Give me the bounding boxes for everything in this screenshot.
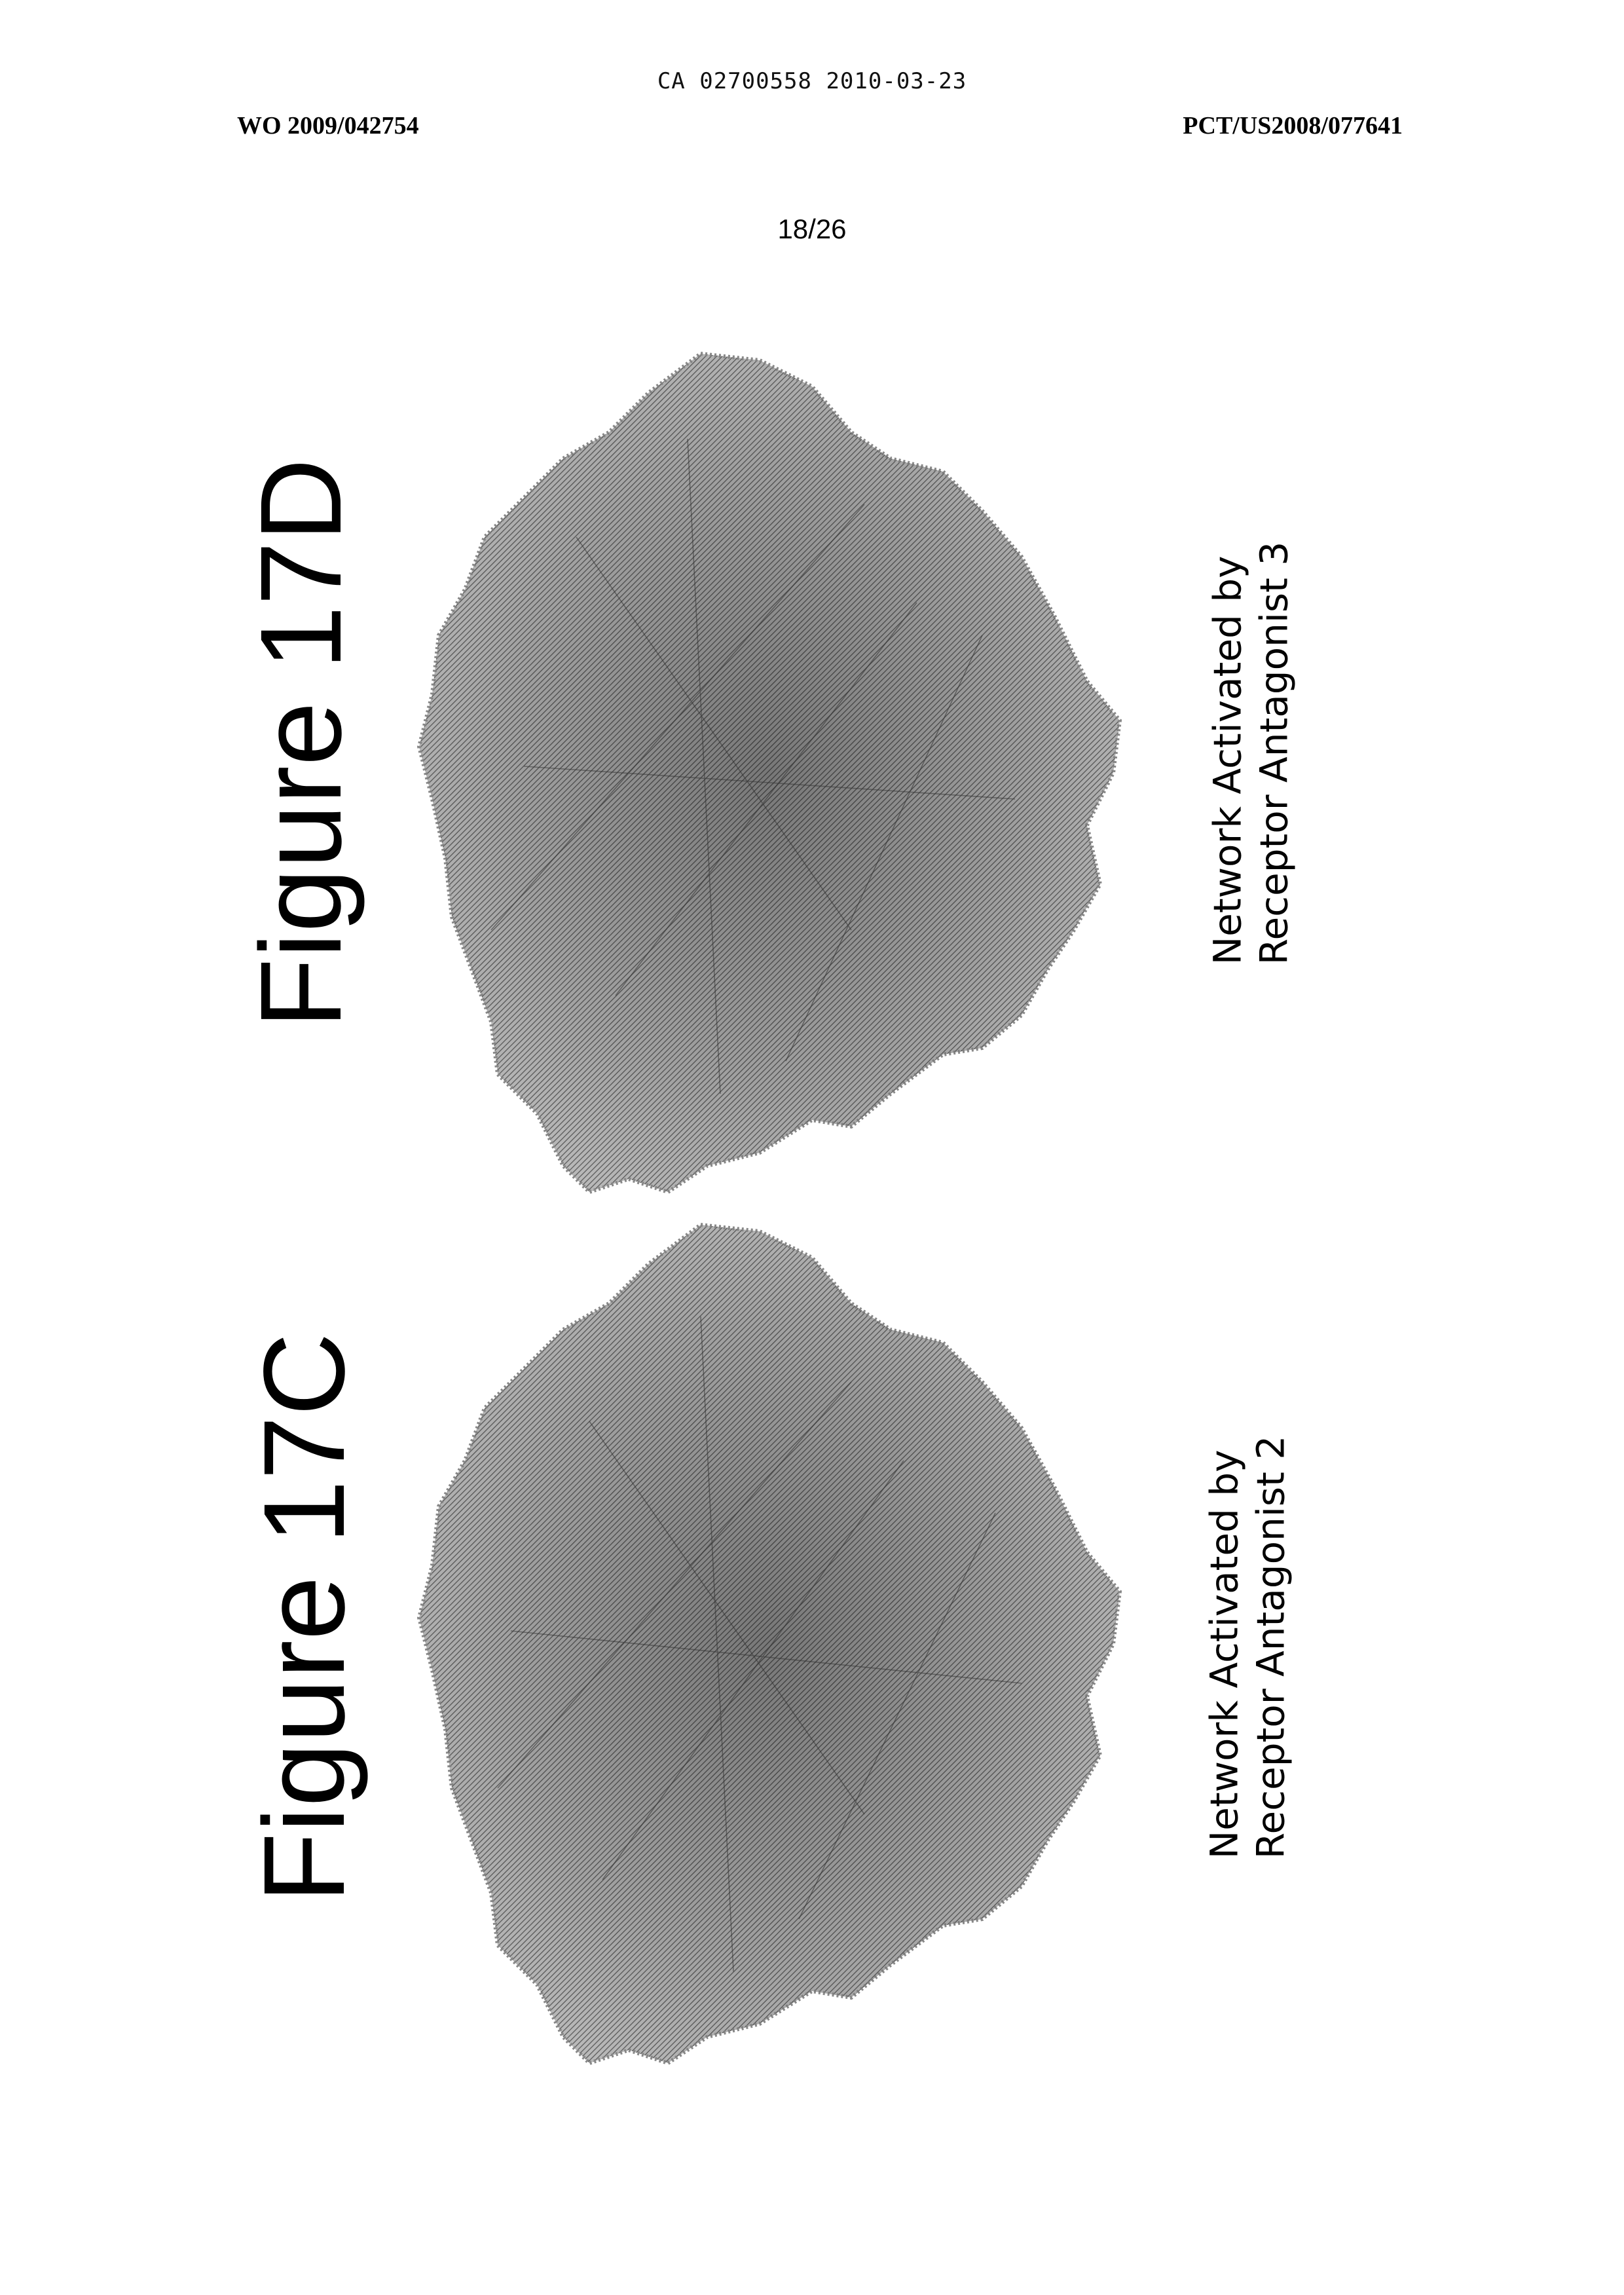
figure-17d-network-graph	[393, 341, 1146, 1218]
figure-17d-caption: Network Activated by Receptor Antagonist…	[1204, 542, 1297, 965]
figure-17d-caption-line1: Network Activated by	[1204, 542, 1251, 965]
figure-17d-caption-line2: Receptor Antagonist 3	[1251, 542, 1297, 965]
figure-17c-caption: Network Activated by Receptor Antagonist…	[1201, 1436, 1294, 1859]
figure-17c-network-graph	[393, 1212, 1146, 2089]
publication-number: WO 2009/042754	[237, 111, 419, 140]
page-number: 18/26	[0, 214, 1624, 245]
ca-document-reference: CA 02700558 2010-03-23	[0, 68, 1624, 94]
figure-17c-title: Figure 17C	[247, 1333, 362, 1903]
application-number: PCT/US2008/077641	[1183, 111, 1403, 140]
figure-17d-title: Figure 17D	[244, 458, 359, 1029]
figure-17c-caption-line1: Network Activated by	[1201, 1436, 1247, 1859]
figure-17c-caption-line2: Receptor Antagonist 2	[1247, 1436, 1294, 1859]
